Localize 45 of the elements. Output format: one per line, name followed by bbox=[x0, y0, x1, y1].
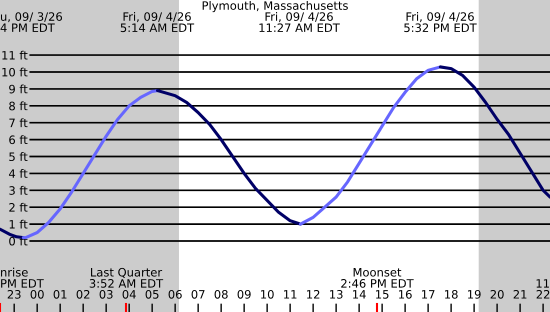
annotation: Last Quarter 3:52 AM EDT bbox=[90, 268, 164, 288]
x-tick-label: 03 bbox=[100, 290, 113, 299]
x-tick-label: 21 bbox=[514, 290, 526, 299]
x-tick-label: 07 bbox=[192, 290, 204, 299]
x-tick-label: 23 bbox=[8, 290, 21, 299]
annotation: Moonset 2:46 PM EDT bbox=[341, 268, 414, 288]
y-tick-label: 11 ft bbox=[2, 50, 28, 60]
annotation: Fri, 09/ 4/26 5:14 AM EDT bbox=[120, 12, 194, 32]
y-tick-label: 6 ft bbox=[9, 135, 28, 144]
x-tick-label: 09 bbox=[238, 290, 251, 299]
y-tick-label: 3 ft bbox=[9, 186, 28, 195]
x-tick-label: 05 bbox=[146, 290, 158, 299]
x-tick-label: 14 bbox=[353, 290, 366, 299]
y-tick-label: 8 ft bbox=[9, 101, 28, 110]
y-tick-label: 9 ft bbox=[9, 84, 28, 94]
y-tick-label: 10 ft bbox=[2, 68, 28, 77]
x-tick-label: 16 bbox=[399, 290, 412, 299]
x-tick-label: 08 bbox=[214, 290, 228, 299]
x-tick-label: 12 bbox=[307, 290, 320, 299]
x-tick-label: 13 bbox=[330, 290, 343, 299]
y-tick-label: 1 ft bbox=[10, 220, 28, 228]
x-tick-label: 11 bbox=[284, 290, 296, 299]
x-tick-label: 02 bbox=[76, 290, 90, 299]
annotation: nrise PM EDT bbox=[1, 268, 44, 288]
x-tick-label: 18 bbox=[445, 290, 458, 299]
annotation: u, 09/ 3/26 4 PM EDT bbox=[0, 12, 62, 32]
line-series bbox=[298, 65, 442, 226]
annotation: Fri, 09/ 4/26 11:27 AM EDT bbox=[259, 12, 340, 32]
annotation: 11 bbox=[536, 279, 549, 288]
x-tick-label: 10 bbox=[261, 290, 274, 299]
x-tick-label: 17 bbox=[422, 290, 434, 299]
x-tick-label: 15 bbox=[376, 290, 388, 299]
y-tick-label: 5 ft bbox=[9, 152, 28, 162]
chart-title: Plymouth, Massachusetts bbox=[202, 1, 348, 12]
y-tick-label: 4 ft bbox=[8, 169, 28, 178]
x-tick-label: 22 bbox=[536, 290, 550, 299]
x-tick-label: 00 bbox=[30, 290, 44, 299]
x-tick-label: 04 bbox=[122, 290, 136, 299]
annotation: Fri, 09/ 4/26 5:32 PM EDT bbox=[404, 12, 477, 32]
y-tick-label: 7 ft bbox=[9, 118, 28, 128]
x-tick-label: 06 bbox=[168, 290, 182, 299]
x-tick-label: 19 bbox=[468, 290, 481, 299]
x-tick-label: 01 bbox=[54, 290, 66, 299]
x-tick-label: 20 bbox=[490, 290, 504, 299]
y-tick-label: 2 ft bbox=[9, 202, 28, 212]
